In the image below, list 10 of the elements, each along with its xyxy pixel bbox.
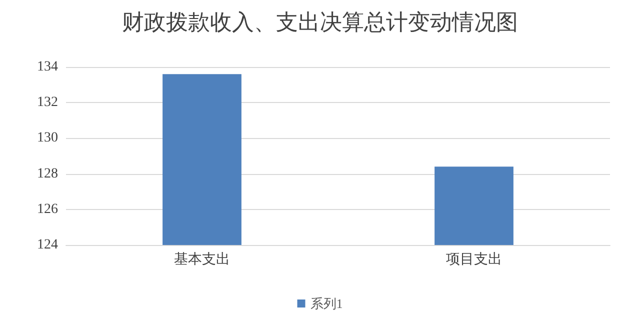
- y-tick-label: 130: [37, 130, 58, 146]
- x-tick-label: 项目支出: [446, 252, 502, 268]
- y-tick-label: 124: [37, 238, 58, 252]
- x-tick-label: 基本支出: [174, 252, 230, 268]
- y-tick-label: 128: [37, 166, 58, 182]
- y-tick-label: 132: [37, 95, 58, 110]
- y-tick-label: 134: [37, 60, 58, 74]
- legend-label: 系列1: [310, 296, 343, 311]
- y-tick-label: 126: [37, 202, 58, 217]
- chart-title: 财政拨款收入、支出决算总计变动情况图: [122, 10, 518, 34]
